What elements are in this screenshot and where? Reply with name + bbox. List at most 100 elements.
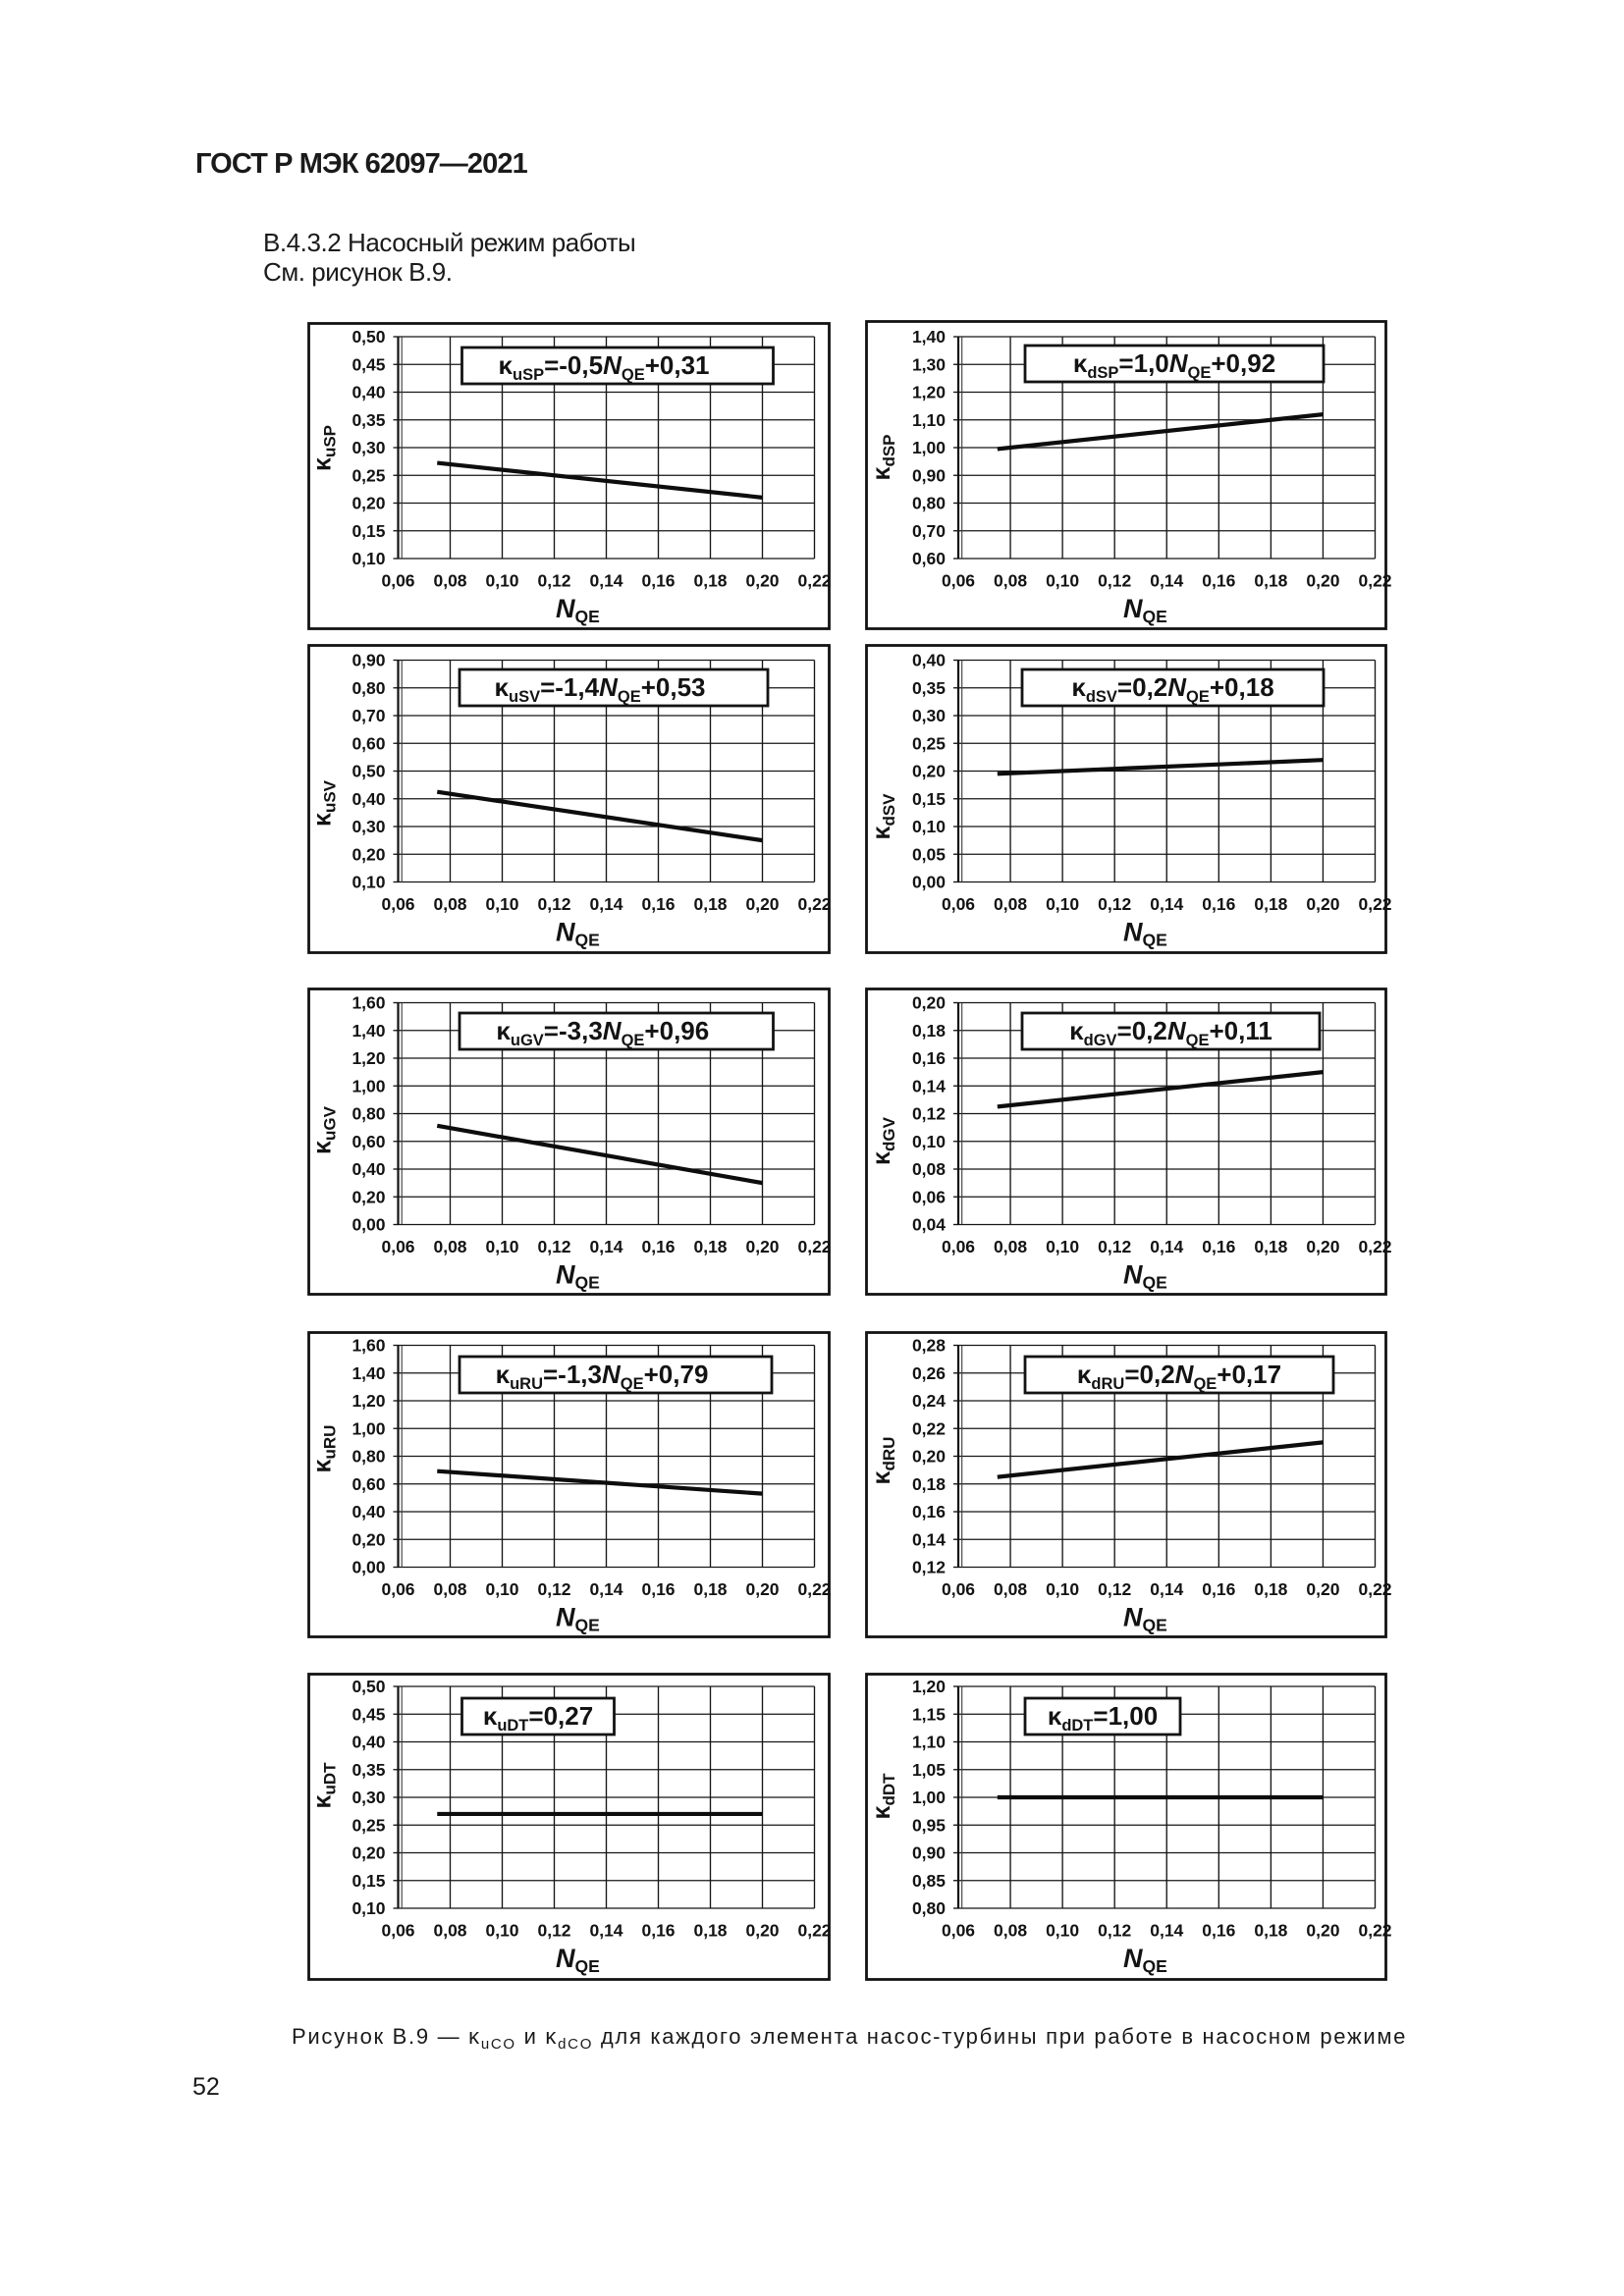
svg-text:0,10: 0,10 [485, 1579, 518, 1599]
svg-text:0,08: 0,08 [433, 894, 466, 914]
svg-text:0,20: 0,20 [912, 993, 946, 1013]
svg-text:0,20: 0,20 [1306, 571, 1339, 591]
svg-text:1,20: 1,20 [912, 1677, 946, 1696]
svg-text:0,50: 0,50 [352, 1677, 385, 1696]
svg-text:1,60: 1,60 [352, 1336, 385, 1356]
svg-text:0,25: 0,25 [352, 1815, 385, 1835]
svg-text:0,14: 0,14 [1150, 894, 1183, 914]
svg-text:0,20: 0,20 [1306, 1237, 1339, 1256]
svg-text:κuSP: κuSP [309, 425, 340, 471]
svg-text:0,80: 0,80 [352, 1447, 385, 1467]
svg-text:0,30: 0,30 [352, 438, 385, 457]
svg-text:0,22: 0,22 [912, 1418, 946, 1438]
svg-text:0,22: 0,22 [797, 1237, 831, 1256]
svg-text:0,22: 0,22 [797, 1579, 831, 1599]
svg-text:0,18: 0,18 [693, 1237, 727, 1256]
svg-text:0,10: 0,10 [1046, 1579, 1079, 1599]
svg-text:0,35: 0,35 [352, 1760, 385, 1780]
svg-text:0,10: 0,10 [912, 817, 946, 836]
svg-text:0,20: 0,20 [352, 1187, 385, 1206]
svg-text:0,20: 0,20 [352, 494, 385, 513]
svg-text:0,12: 0,12 [537, 1921, 570, 1941]
svg-text:0,08: 0,08 [994, 571, 1027, 591]
svg-text:0,25: 0,25 [352, 465, 385, 485]
svg-text:0,20: 0,20 [745, 571, 779, 591]
svg-text:0,50: 0,50 [352, 327, 385, 347]
svg-text:NQE: NQE [556, 1260, 600, 1293]
svg-text:1,10: 1,10 [912, 1733, 946, 1752]
svg-text:0,04: 0,04 [912, 1215, 946, 1235]
svg-text:1,30: 1,30 [912, 354, 946, 374]
svg-text:0,08: 0,08 [994, 894, 1027, 914]
svg-text:0,14: 0,14 [589, 1579, 623, 1599]
svg-text:0,10: 0,10 [352, 1898, 385, 1918]
svg-text:0,12: 0,12 [537, 571, 570, 591]
svg-text:0,10: 0,10 [485, 1921, 518, 1941]
svg-text:1,20: 1,20 [352, 1048, 385, 1068]
svg-text:0,20: 0,20 [745, 1237, 779, 1256]
svg-text:κuSV=-1,4NQE+0,53: κuSV=-1,4NQE+0,53 [494, 672, 705, 706]
svg-text:1,20: 1,20 [912, 383, 946, 402]
svg-text:0,12: 0,12 [1098, 1579, 1131, 1599]
svg-text:κdDT=1,00: κdDT=1,00 [1048, 1701, 1158, 1735]
svg-text:0,70: 0,70 [352, 706, 385, 725]
svg-text:0,16: 0,16 [1202, 1579, 1235, 1599]
svg-text:0,14: 0,14 [912, 1529, 946, 1549]
svg-text:0,18: 0,18 [693, 571, 727, 591]
svg-text:0,12: 0,12 [1098, 1921, 1131, 1941]
svg-text:κuRU=-1,3NQE+0,79: κuRU=-1,3NQE+0,79 [496, 1360, 709, 1393]
svg-text:0,30: 0,30 [352, 1788, 385, 1807]
svg-text:0,08: 0,08 [433, 1579, 466, 1599]
svg-text:0,06: 0,06 [942, 1579, 975, 1599]
svg-text:0,06: 0,06 [912, 1187, 946, 1206]
svg-text:0,18: 0,18 [1254, 1579, 1287, 1599]
svg-text:0,14: 0,14 [589, 894, 623, 914]
svg-text:0,20: 0,20 [352, 1843, 385, 1863]
svg-text:0,18: 0,18 [693, 1579, 727, 1599]
svg-text:κdSV=0,2NQE+0,18: κdSV=0,2NQE+0,18 [1071, 672, 1273, 706]
svg-text:0,80: 0,80 [912, 1898, 946, 1918]
svg-text:0,16: 0,16 [641, 571, 675, 591]
svg-text:0,18: 0,18 [1254, 1921, 1287, 1941]
svg-text:κdSP=1,0NQE+0,92: κdSP=1,0NQE+0,92 [1073, 348, 1275, 382]
svg-text:0,40: 0,40 [352, 1502, 385, 1522]
svg-text:1,60: 1,60 [352, 993, 385, 1013]
svg-text:0,10: 0,10 [912, 1132, 946, 1151]
svg-text:1,40: 1,40 [912, 327, 946, 347]
svg-text:0,06: 0,06 [381, 1237, 414, 1256]
svg-text:0,20: 0,20 [745, 1921, 779, 1941]
svg-text:0,00: 0,00 [912, 873, 946, 892]
svg-text:0,16: 0,16 [1202, 571, 1235, 591]
svg-text:0,16: 0,16 [641, 1579, 675, 1599]
svg-text:0,15: 0,15 [352, 521, 385, 541]
svg-text:0,18: 0,18 [912, 1474, 946, 1494]
svg-text:0,22: 0,22 [797, 894, 831, 914]
svg-text:0,06: 0,06 [942, 1237, 975, 1256]
svg-text:0,20: 0,20 [1306, 1579, 1339, 1599]
svg-text:0,06: 0,06 [381, 1579, 414, 1599]
svg-text:1,05: 1,05 [912, 1760, 946, 1780]
svg-text:0,14: 0,14 [912, 1076, 946, 1095]
svg-text:0,12: 0,12 [1098, 894, 1131, 914]
svg-text:0,30: 0,30 [912, 706, 946, 725]
svg-text:0,10: 0,10 [1046, 571, 1079, 591]
svg-text:0,28: 0,28 [912, 1336, 946, 1356]
svg-text:0,10: 0,10 [485, 571, 518, 591]
svg-text:0,30: 0,30 [352, 817, 385, 836]
svg-text:0,22: 0,22 [1358, 1921, 1391, 1941]
svg-text:0,10: 0,10 [1046, 1237, 1079, 1256]
svg-text:0,10: 0,10 [352, 873, 385, 892]
svg-text:0,22: 0,22 [1358, 571, 1391, 591]
svg-text:0,16: 0,16 [641, 1237, 675, 1256]
svg-text:0,20: 0,20 [352, 1529, 385, 1549]
svg-text:0,12: 0,12 [537, 1237, 570, 1256]
svg-text:0,50: 0,50 [352, 762, 385, 781]
svg-text:0,08: 0,08 [994, 1921, 1027, 1941]
svg-text:0,06: 0,06 [381, 1921, 414, 1941]
svg-text:0,20: 0,20 [745, 894, 779, 914]
svg-text:0,08: 0,08 [994, 1579, 1027, 1599]
svg-text:0,06: 0,06 [381, 571, 414, 591]
svg-text:0,40: 0,40 [352, 789, 385, 809]
svg-text:0,08: 0,08 [433, 1921, 466, 1941]
svg-text:0,10: 0,10 [1046, 1921, 1079, 1941]
